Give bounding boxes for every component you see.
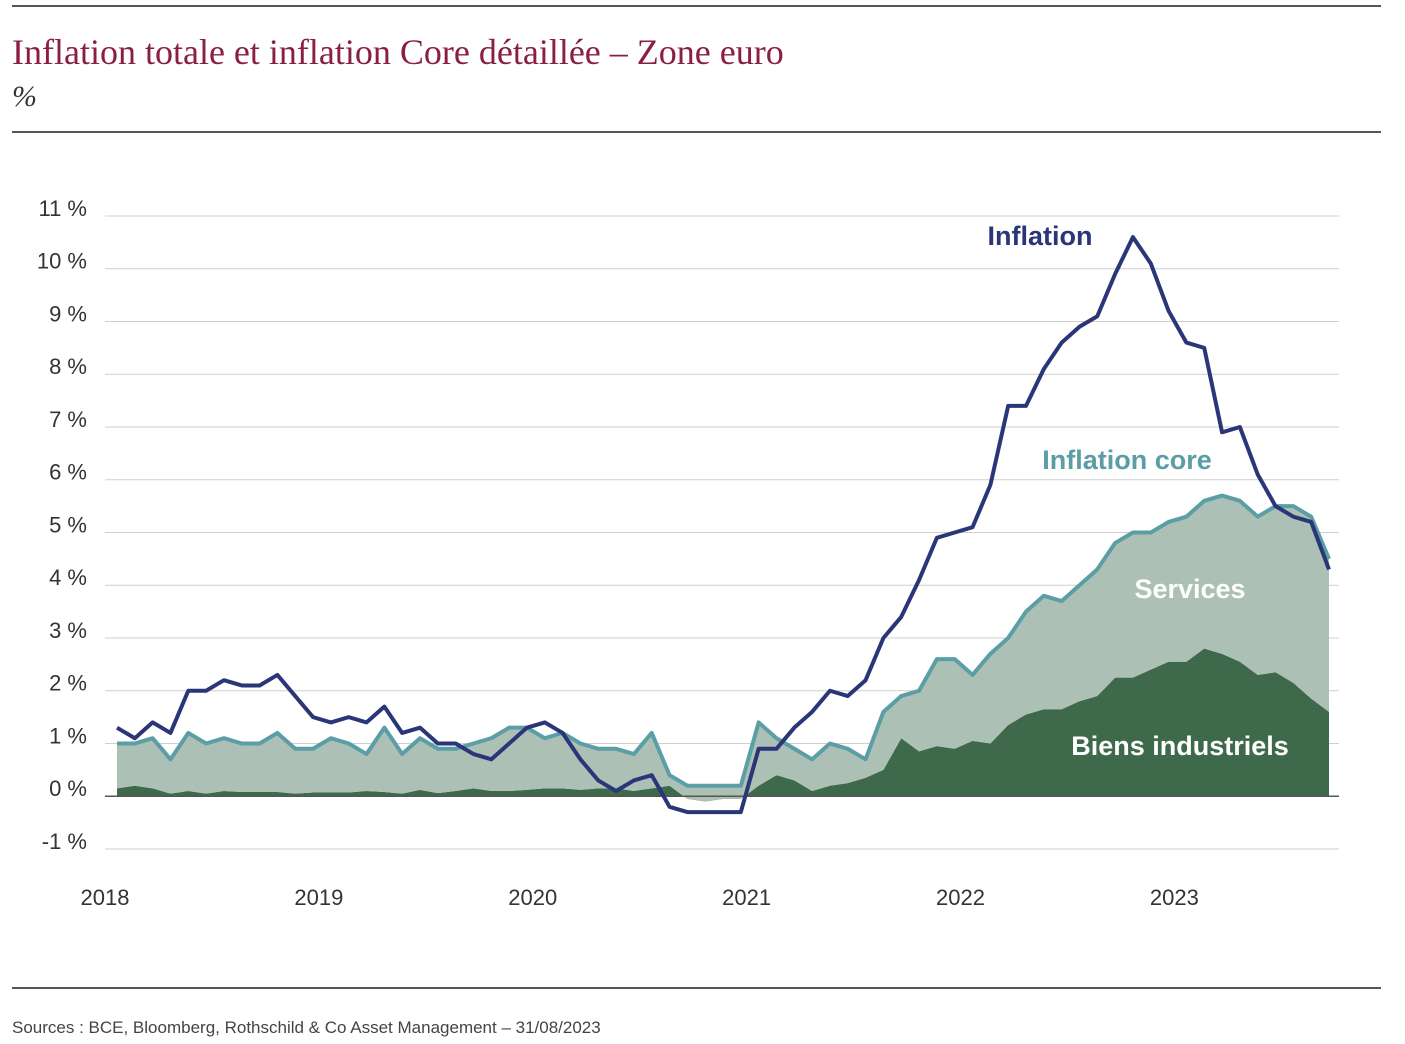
x-tick-label: 2021 [722, 885, 771, 910]
x-tick-label: 2023 [1150, 885, 1199, 910]
series-label: Inflation [988, 221, 1093, 251]
y-tick-label: 8 % [49, 354, 87, 379]
x-tick-label: 2019 [294, 885, 343, 910]
line [115, 235, 1331, 815]
x-tick-label: 2022 [936, 885, 985, 910]
plot: -1 % 0 % 1 % 2 % 3 % 4 % 5 % 6 % 7 % 8 % 9 % 10 % 11… [37, 196, 1339, 910]
y-tick-label: 4 % [49, 565, 87, 590]
area [117, 495, 1329, 802]
y-tick-label: 2 % [49, 671, 87, 696]
series-label: Biens industriels [1071, 731, 1289, 761]
x-tick-label: 2020 [508, 885, 557, 910]
y-tick-label: 1 % [49, 723, 87, 748]
series-label: Inflation core [1042, 445, 1212, 475]
line [117, 493, 1331, 788]
y-tick-label: -1 % [42, 829, 87, 854]
y-tick-label: 10 % [37, 249, 87, 274]
y-tick-label: 0 % [49, 776, 87, 801]
y-tick-label: 11 % [38, 196, 87, 221]
y-tick-label: 5 % [49, 512, 87, 537]
source: Sources : BCE, Bloomberg, Rothschild & C… [12, 1018, 601, 1037]
series-label: Services [1134, 574, 1245, 604]
y-tick-label: 3 % [49, 618, 87, 643]
y-tick-label: 9 % [49, 301, 87, 326]
chart-subtitle: % [12, 80, 37, 113]
y-tick-label: 7 % [49, 407, 87, 432]
area [117, 648, 1329, 802]
y-tick-label: 6 % [49, 460, 87, 485]
chart-title: Inflation totale et inflation Core détai… [12, 32, 784, 72]
x-tick-label: 2018 [81, 885, 130, 910]
